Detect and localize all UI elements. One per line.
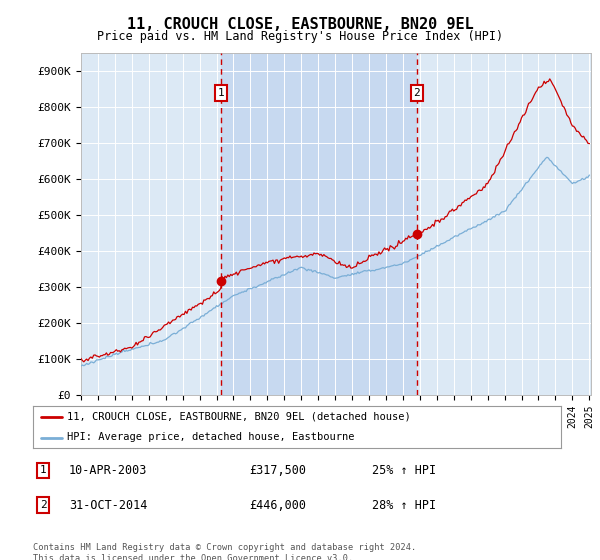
Text: 2: 2 (40, 500, 47, 510)
Text: Price paid vs. HM Land Registry's House Price Index (HPI): Price paid vs. HM Land Registry's House … (97, 30, 503, 43)
Text: 31-OCT-2014: 31-OCT-2014 (69, 498, 148, 512)
Text: HPI: Average price, detached house, Eastbourne: HPI: Average price, detached house, East… (67, 432, 355, 442)
Text: £446,000: £446,000 (249, 498, 306, 512)
Text: 1: 1 (40, 465, 47, 475)
Text: 2: 2 (413, 88, 421, 98)
Text: 11, CROUCH CLOSE, EASTBOURNE, BN20 9EL (detached house): 11, CROUCH CLOSE, EASTBOURNE, BN20 9EL (… (67, 412, 411, 422)
Text: Contains HM Land Registry data © Crown copyright and database right 2024.
This d: Contains HM Land Registry data © Crown c… (33, 543, 416, 560)
Text: 11, CROUCH CLOSE, EASTBOURNE, BN20 9EL: 11, CROUCH CLOSE, EASTBOURNE, BN20 9EL (127, 17, 473, 32)
Text: 25% ↑ HPI: 25% ↑ HPI (372, 464, 436, 477)
Text: 28% ↑ HPI: 28% ↑ HPI (372, 498, 436, 512)
Text: £317,500: £317,500 (249, 464, 306, 477)
Bar (221, 53, 417, 395)
Text: 10-APR-2003: 10-APR-2003 (69, 464, 148, 477)
Text: 1: 1 (218, 88, 224, 98)
